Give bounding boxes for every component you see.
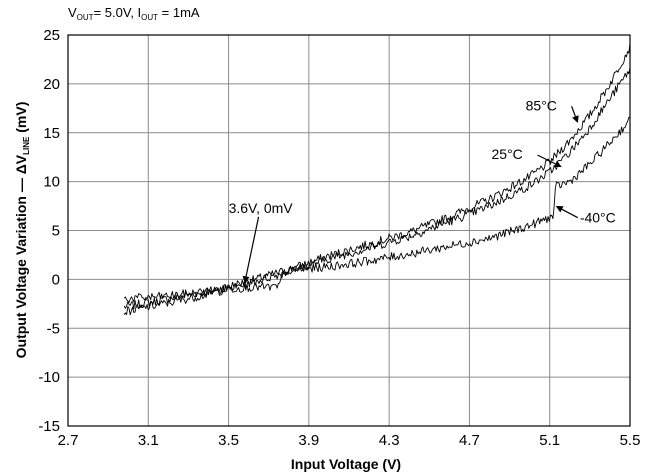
x-tick-label-1: 3.1	[138, 432, 159, 449]
annotation-leader-0	[571, 106, 576, 117]
x-tick-label-7: 5.5	[620, 432, 641, 449]
annotations: 85°C 25°C -40°C 3.6V, 0mV	[229, 97, 616, 284]
y-axis-title-unit: (mV)	[13, 102, 29, 137]
y-tick-label-6: -5	[47, 320, 60, 337]
annotation-arrowhead-3	[242, 275, 250, 284]
x-tick-labels: 2.7 3.1 3.5 3.9 4.3 4.7 5.1 5.5	[58, 432, 641, 449]
vout-subscript: OUT	[77, 13, 94, 22]
x-tick-label-5: 4.7	[459, 432, 480, 449]
iout-subscript: OUT	[141, 13, 158, 22]
y-tick-label-7: -10	[38, 369, 60, 386]
annotation-arrowhead-2	[555, 206, 564, 213]
y-tick-label-0: 25	[43, 27, 60, 44]
annotation-label-1: 25°C	[492, 146, 523, 162]
x-tick-label-2: 3.5	[218, 432, 239, 449]
annotation-label-0: 85°C	[526, 97, 557, 113]
y-tick-label-1: 20	[43, 76, 60, 93]
iout-symbol: I	[138, 5, 142, 20]
vout-value: = 5.0V,	[94, 5, 138, 20]
annotation-label-3: 3.6V, 0mV	[229, 200, 294, 216]
series-layer	[123, 43, 631, 316]
y-tick-label-8: -15	[38, 418, 60, 435]
annotation-leader-3	[245, 216, 260, 277]
y-axis-title-sub: LINE	[22, 136, 31, 155]
condition-label: VOUT= 5.0V, IOUT = 1mA	[68, 5, 200, 22]
grid	[67, 34, 631, 427]
series-line-1	[123, 67, 631, 316]
x-tick-label-4: 4.3	[379, 432, 400, 449]
x-tick-label-6: 5.1	[539, 432, 560, 449]
x-tick-label-0: 2.7	[58, 432, 79, 449]
y-tick-label-5: 0	[52, 271, 60, 288]
annotation-leader-1	[537, 154, 556, 165]
y-axis-title: Output Voltage Variation — ΔVLINE (mV)	[13, 102, 31, 359]
y-tick-label-2: 15	[43, 125, 60, 142]
y-axis-title-main: Output Voltage Variation — ΔV	[13, 154, 29, 358]
annotation-leader-2	[561, 208, 579, 219]
annotation-label-2: -40°C	[580, 210, 616, 226]
annotation-arrowhead-1	[553, 160, 562, 168]
y-tick-label-4: 5	[52, 223, 60, 240]
iout-value: = 1mA	[158, 5, 200, 20]
annotation-arrowhead-0	[572, 115, 579, 123]
vout-symbol: V	[68, 5, 77, 20]
x-tick-label-3: 3.9	[298, 432, 319, 449]
y-tick-label-3: 10	[43, 174, 60, 191]
series-line-0	[123, 43, 631, 310]
series-line-2	[123, 116, 631, 303]
x-axis-title: Input Voltage (V)	[291, 456, 401, 472]
plot-frame	[67, 34, 631, 427]
y-tick-labels: 25 20 15 10 5 0 -5 -10 -15	[38, 27, 60, 435]
